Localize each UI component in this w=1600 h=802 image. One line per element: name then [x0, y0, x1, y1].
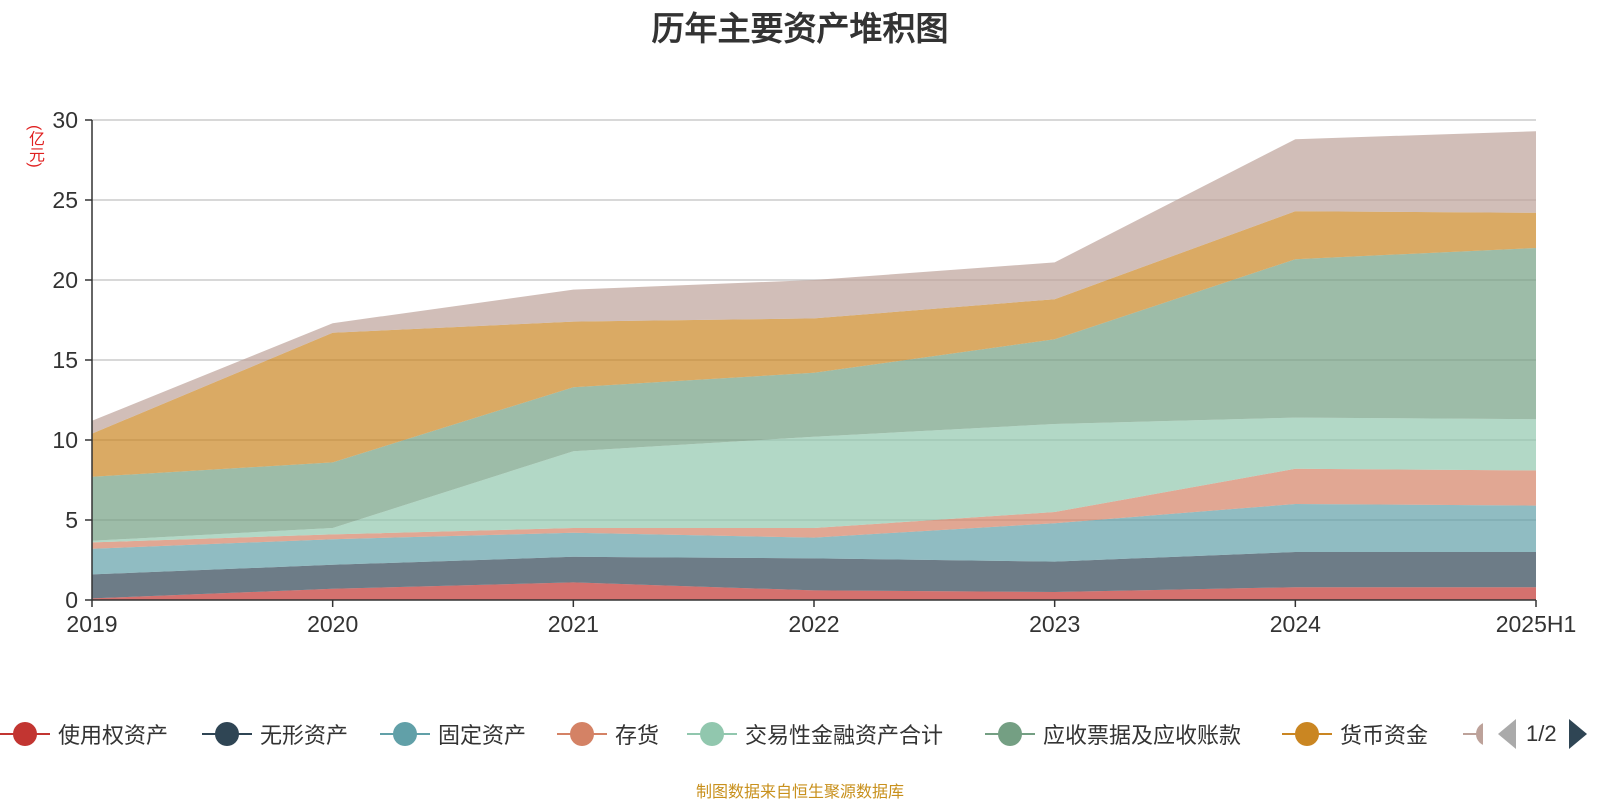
chart-title: 历年主要资产堆积图 — [651, 10, 949, 47]
legend-symbol — [687, 721, 737, 747]
y-tick-label-3: 15 — [52, 347, 78, 373]
x-tick-label-0: 2019 — [66, 611, 117, 637]
legend-symbol — [985, 721, 1035, 747]
legend-symbol — [0, 721, 50, 747]
legend-symbol — [202, 721, 252, 747]
legend-item-2[interactable]: 固定资产 — [380, 712, 526, 756]
legend-item-1[interactable]: 无形资产 — [202, 712, 348, 756]
y-tick-label-6: 30 — [52, 107, 78, 133]
area-series-4[interactable] — [92, 417, 1536, 543]
y-tick-label-1: 5 — [65, 507, 78, 533]
area-series-3[interactable] — [92, 468, 1536, 549]
legend-item-0[interactable]: 使用权资产 — [0, 712, 168, 756]
area-series-2[interactable] — [92, 504, 1536, 575]
legend-page-indicator: 1/2 — [1526, 721, 1557, 746]
area-series-0[interactable] — [92, 582, 1536, 600]
legend-label-4: 交易性金融资产合计 — [745, 723, 944, 748]
legend-item-4[interactable]: 交易性金融资产合计 — [687, 712, 943, 756]
legend-label-0: 使用权资产 — [58, 723, 169, 748]
x-tick-label-4: 2023 — [1029, 611, 1080, 637]
legend-label-6: 货币资金 — [1340, 723, 1429, 748]
x-tick-label-3: 2022 — [788, 611, 839, 637]
legend-item-3[interactable]: 存货 — [557, 712, 659, 756]
y-axis-unit-label: (亿元) — [26, 125, 43, 168]
chart-legend: 使用权资产 无形资产 固定资产 存货 交易性金融资产合计 应收票据及应收账款 货币资金 — [0, 712, 1600, 756]
y-tick-label-4: 20 — [52, 267, 78, 293]
area-series-7[interactable] — [92, 131, 1536, 434]
legend-symbol — [1463, 721, 1483, 747]
y-tick-label-5: 25 — [52, 187, 78, 213]
data-source-note: 制图数据来自恒生聚源数据库 — [695, 784, 904, 801]
legend-symbol — [557, 721, 607, 747]
legend-symbol — [1282, 721, 1332, 747]
triangle-left-icon[interactable] — [1498, 719, 1516, 749]
legend-pager: 1/2 — [1498, 712, 1587, 756]
area-series-1[interactable] — [92, 552, 1536, 599]
y-tick-label-0: 0 — [65, 587, 78, 613]
y-tick-label-2: 10 — [52, 427, 78, 453]
legend-item-5[interactable]: 应收票据及应收账款 — [985, 712, 1241, 756]
stacked-area-chart: 0 5 10 15 20 25 30 2019 2020 2021 2022 2023 2024 2025… — [52, 107, 1577, 637]
legend-label-5: 应收票据及应收账款 — [1043, 723, 1242, 748]
area-series-6[interactable] — [92, 211, 1536, 477]
legend-label-1: 无形资产 — [260, 723, 349, 748]
x-tick-label-5: 2024 — [1270, 611, 1321, 637]
legend-item-clipped[interactable] — [1463, 712, 1483, 756]
legend-label-2: 固定资产 — [438, 723, 527, 748]
area-series-5[interactable] — [92, 248, 1536, 541]
x-tick-label-2: 2021 — [548, 611, 599, 637]
legend-label-3: 存货 — [615, 723, 660, 748]
legend-item-6[interactable]: 货币资金 — [1282, 712, 1428, 756]
x-tick-label-6: 2025H1 — [1496, 611, 1577, 637]
triangle-right-icon[interactable] — [1568, 719, 1587, 749]
legend-overflow-item — [1463, 712, 1483, 756]
x-tick-label-1: 2020 — [307, 611, 358, 637]
legend-symbol — [380, 721, 430, 747]
